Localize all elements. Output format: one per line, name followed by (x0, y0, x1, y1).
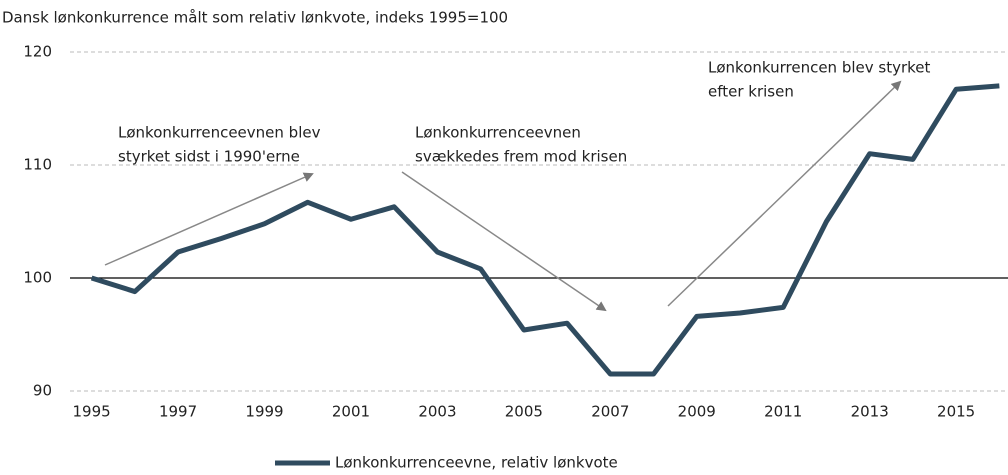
x-tick-label: 1999 (245, 403, 283, 421)
annotation: Lønkonkurrenceevnen blev (118, 124, 321, 142)
x-tick-label: 1995 (73, 403, 111, 421)
x-tick-label: 1997 (159, 403, 197, 421)
x-tick-label: 2007 (591, 403, 629, 421)
annotation: Lønkonkurrenceevnen (415, 124, 581, 142)
x-tick-label: 2013 (851, 403, 889, 421)
chart-title: Dansk lønkonkurrence målt som relativ lø… (2, 9, 508, 27)
y-tick-label: 110 (23, 156, 52, 174)
arrow (667, 80, 902, 307)
x-tick-label: 2015 (937, 403, 975, 421)
x-tick-label: 2009 (678, 403, 716, 421)
x-tick-label: 2011 (764, 403, 802, 421)
arrow (104, 172, 314, 266)
x-tick-label: 2001 (332, 403, 370, 421)
annotation: Lønkonkurrencen blev styrket (708, 59, 931, 77)
annotation: svækkedes frem mod krisen (415, 148, 627, 166)
legend-label: Lønkonkurrenceevne, relativ lønkvote (335, 454, 618, 472)
y-tick-label: 90 (33, 382, 52, 400)
line-series (90, 83, 1000, 377)
annotation: efter krisen (708, 83, 794, 101)
x-tick-label: 2005 (505, 403, 543, 421)
annotation: styrket sidst i 1990'erne (118, 148, 300, 166)
x-tick-label: 2003 (418, 403, 456, 421)
y-tick-label: 100 (23, 269, 52, 287)
y-tick-label: 120 (23, 43, 52, 61)
arrow (401, 171, 607, 312)
